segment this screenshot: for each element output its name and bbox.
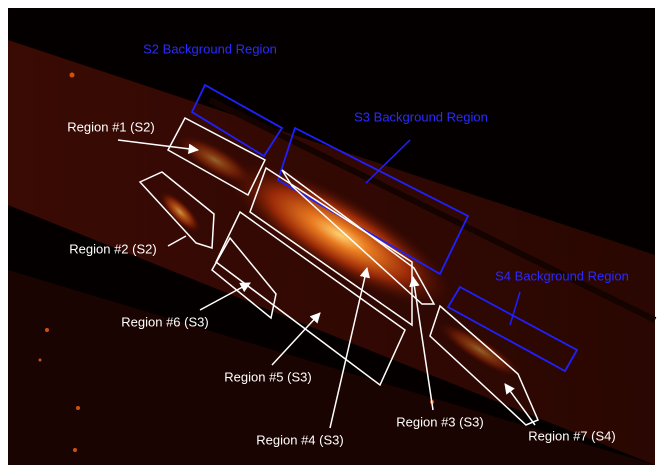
region-3-box [281,169,436,305]
label: S3 Background Region [354,109,488,124]
label: Region #7 (S4) [528,428,615,443]
galaxy-arm [437,321,523,379]
region-6-pointer [199,282,251,311]
label: Region #2 (S2) [69,241,156,256]
region-7-box [429,304,539,426]
region-4-pointer [329,266,370,429]
region-5-box [215,210,406,387]
label: S4 Background Region [495,268,629,283]
galaxy-arm [158,190,202,234]
s3-pointer [365,139,411,184]
label: Region #4 (S3) [256,432,343,447]
label: Region #1 (S2) [67,119,154,134]
s3-background-box [276,126,470,276]
region-3-pointer [409,275,434,411]
chip-gap [208,97,657,323]
label: Region #3 (S3) [396,414,483,429]
s4-pointer [509,291,521,326]
region-2-pointer [167,235,187,247]
label: Region #6 (S3) [121,314,208,329]
ccd-band [8,270,655,465]
s4-background-box [446,285,579,373]
region-2-box [138,171,215,250]
region-1-box [166,116,266,197]
region-1-pointer [117,139,200,155]
region-7-pointer [504,383,536,426]
s2-background-box [190,83,284,158]
region-5-pointer [271,312,321,366]
label: Region #5 (S3) [224,369,311,384]
galaxy [225,162,455,308]
label: S2 Background Region [143,41,277,56]
region-6-box [211,236,277,320]
